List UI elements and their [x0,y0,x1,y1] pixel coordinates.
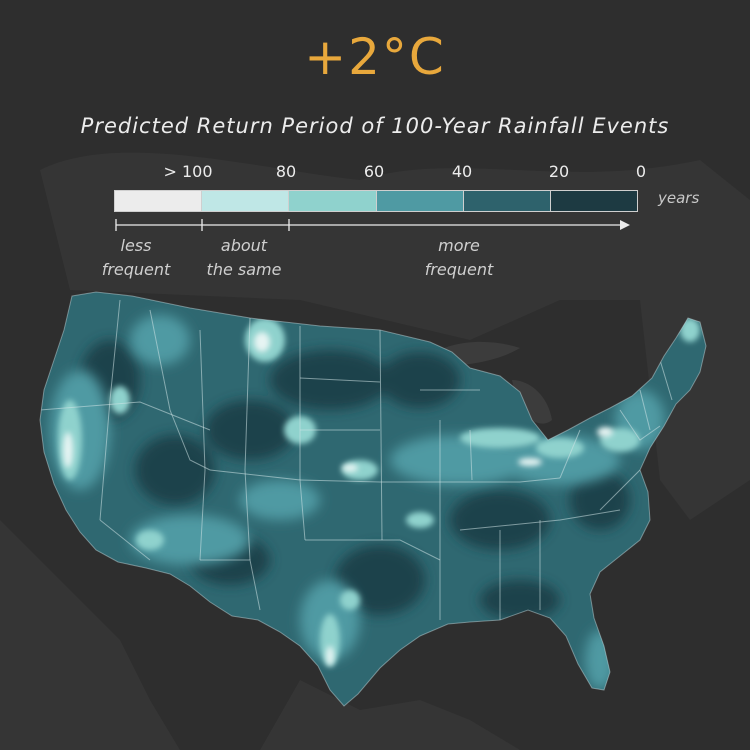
map-subtitle: Predicted Return Period of 100-Year Rain… [80,114,670,138]
frequency-arrow [115,219,630,231]
hotspots [63,332,613,666]
legend-tick-label: 60 [363,162,385,181]
legend-swatch [550,191,638,211]
us-map [40,292,706,706]
mid-patches [50,315,665,690]
category-label-about-the-same: about the same [207,234,282,282]
state-boundaries [40,299,673,620]
legend-swatch [115,191,203,211]
legend-tick-label: 80 [275,162,297,181]
category-label-less-frequent: less frequent [102,234,171,282]
legend-tick-label: 40 [451,162,473,181]
legend-units: years [658,189,700,207]
legend-color-bar [114,190,638,212]
legend-swatch [463,191,551,211]
category-label-more-frequent: more frequent [425,234,494,282]
legend-swatch [202,191,290,211]
category-label-line: the same [206,260,282,279]
legend-tick-label: 20 [548,162,570,181]
legend-tick-label: 0 [635,162,647,181]
legend-tick-label: > 100 [163,162,213,181]
legend-swatch [289,191,377,211]
page-title: +2°C [304,28,446,86]
category-label-line: frequent [424,260,494,279]
category-label-line: less [120,236,152,255]
us-outline [39,291,707,707]
category-label-line: frequent [101,260,171,279]
surrounding-land [0,152,750,750]
category-label-line: about [220,236,268,255]
category-label-line: more [438,236,480,255]
legend-swatch [376,191,464,211]
